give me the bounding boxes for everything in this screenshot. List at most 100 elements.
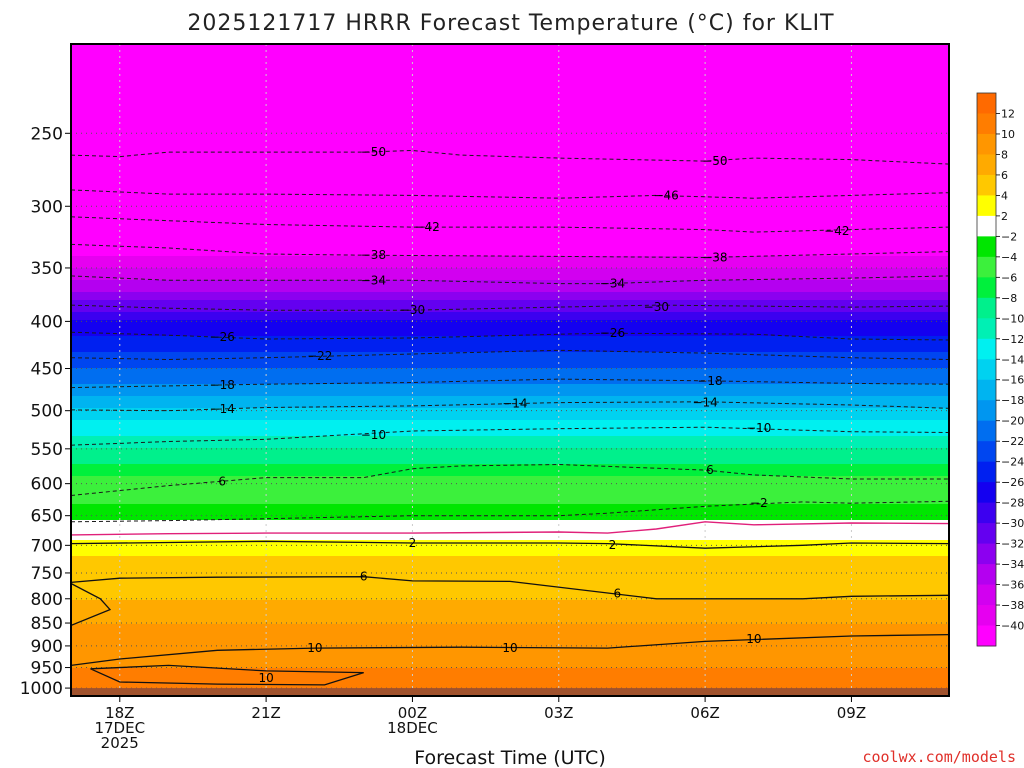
field-band <box>71 644 949 649</box>
field-band <box>71 480 949 485</box>
contour-label: −22 <box>307 349 332 363</box>
colorbar-swatch <box>977 584 996 606</box>
isotherm-solid <box>71 582 112 627</box>
colorbar-label: 8 <box>1001 148 1008 161</box>
field-band <box>71 564 949 569</box>
contour-label: −34 <box>361 273 386 287</box>
field-band <box>71 352 949 357</box>
isotherm-dashed <box>71 378 949 389</box>
field-band <box>71 128 949 133</box>
temperature-field <box>71 44 949 696</box>
field-band <box>71 600 949 605</box>
field-band <box>71 208 949 213</box>
field-band <box>71 368 949 373</box>
field-band <box>71 44 949 49</box>
colorbar-swatch <box>977 543 996 565</box>
contour-label: −14 <box>502 396 527 410</box>
field-band <box>71 512 949 517</box>
field-band <box>71 672 949 677</box>
field-band <box>71 484 949 489</box>
field-band <box>71 348 949 353</box>
field-band <box>71 256 949 261</box>
x-tick-label: 03Z <box>544 704 573 722</box>
field-band <box>71 76 949 81</box>
field-band <box>71 96 949 101</box>
field-band <box>71 640 949 645</box>
y-tick-label: 600 <box>31 475 63 495</box>
contour-label: 6 <box>218 475 226 489</box>
y-tick-label: 950 <box>31 659 63 679</box>
colorbar-swatch <box>977 400 996 422</box>
x-tick-label: 2025 <box>101 734 139 752</box>
field-band <box>71 416 949 421</box>
colorbar-label: −40 <box>1001 620 1024 633</box>
field-band <box>71 384 949 389</box>
isotherm-contours <box>71 149 949 686</box>
field-band <box>71 504 949 509</box>
contour-label: −14 <box>692 396 717 410</box>
colorbar-label: −22 <box>1001 435 1024 448</box>
chart-title: 2025121717 HRRR Forecast Temperature (°C… <box>187 11 834 36</box>
contour-label: −42 <box>824 224 849 238</box>
colorbar-swatch <box>977 359 996 381</box>
x-axis-label: Forecast Time (UTC) <box>414 747 605 768</box>
contour-label: 10 <box>258 671 273 685</box>
field-band <box>71 184 949 189</box>
field-band <box>71 488 949 493</box>
colorbar-swatch <box>977 133 996 155</box>
field-band <box>71 204 949 209</box>
isotherm-dashed <box>71 426 949 446</box>
field-band <box>71 632 949 637</box>
field-band <box>71 648 949 653</box>
contour-label: −50 <box>702 154 727 168</box>
colorbar-label: 12 <box>1001 107 1015 120</box>
field-band <box>71 652 949 657</box>
colorbar-swatch <box>977 605 996 627</box>
field-band <box>71 64 949 69</box>
field-band <box>71 224 949 229</box>
field-band <box>71 312 949 317</box>
field-band <box>71 360 949 365</box>
field-band <box>71 116 949 121</box>
freezing-isotherm <box>71 521 949 536</box>
colorbar-swatch <box>977 256 996 278</box>
field-band <box>71 56 949 61</box>
y-tick-label: 750 <box>31 564 63 584</box>
field-band <box>71 60 949 65</box>
field-band <box>71 552 949 557</box>
ground-layer <box>71 688 949 696</box>
colorbar-label: 4 <box>1001 189 1008 202</box>
y-tick-label: 300 <box>31 197 63 217</box>
field-band <box>71 376 949 381</box>
field-band <box>71 612 949 617</box>
isotherm-dashed <box>71 275 949 285</box>
field-band <box>71 136 949 141</box>
field-band <box>71 172 949 177</box>
contour-label: −18 <box>210 378 235 392</box>
colorbar-swatch <box>977 461 996 483</box>
field-band <box>71 144 949 149</box>
colorbar-label: −36 <box>1001 579 1024 592</box>
field-band <box>71 536 949 541</box>
colorbar-swatch <box>977 625 996 647</box>
y-tick-label: 700 <box>31 536 63 556</box>
colorbar-label: −8 <box>1001 292 1017 305</box>
colorbar-label: −18 <box>1001 394 1024 407</box>
contour-label: −34 <box>600 277 625 291</box>
field-band <box>71 540 949 545</box>
y-tick-label: 550 <box>31 440 63 460</box>
field-band <box>71 100 949 105</box>
field-band <box>71 284 949 289</box>
contour-label: 6 <box>360 570 368 584</box>
field-band <box>71 160 949 165</box>
field-band <box>71 516 949 521</box>
field-band <box>71 124 949 129</box>
field-band <box>71 656 949 661</box>
colorbar-swatch <box>977 297 996 319</box>
isotherm-dashed <box>71 304 949 311</box>
field-band <box>71 520 949 525</box>
field-band <box>71 364 949 369</box>
isotherm-dashed <box>71 149 949 165</box>
isotherm-dashed <box>71 463 949 496</box>
